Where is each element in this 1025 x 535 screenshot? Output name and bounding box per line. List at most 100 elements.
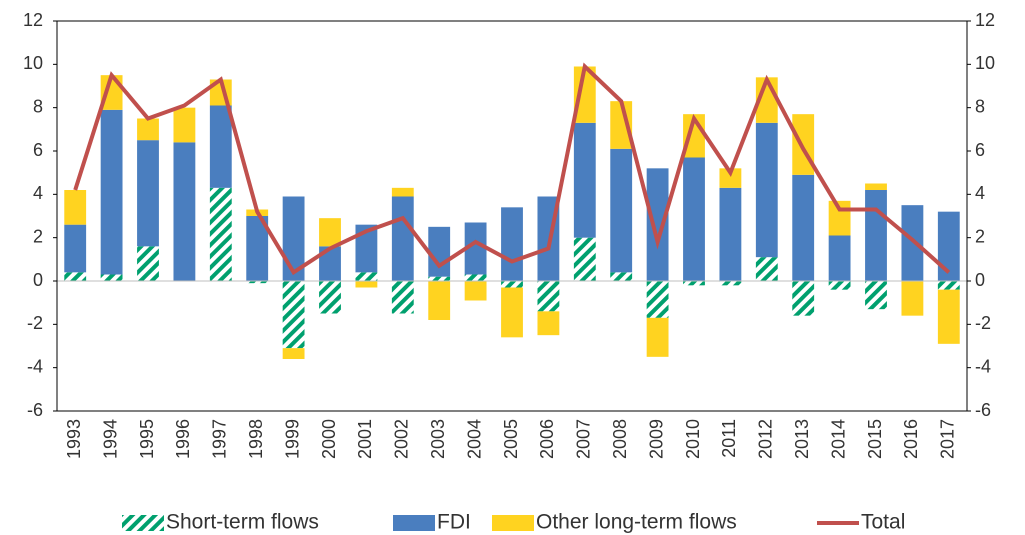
bar [719,187,742,281]
y-tick-label: -2 [27,313,43,333]
bar [246,281,269,284]
bar [355,281,378,288]
x-tick-label: 2004 [464,419,484,459]
x-tick-label: 1994 [100,419,120,459]
x-tick-label: 2006 [537,419,557,459]
bar [683,157,705,281]
x-tick-label: 1998 [246,419,266,459]
bar [319,218,341,247]
bar [464,222,487,275]
line [73,62,951,276]
bar [137,246,159,281]
bar [937,211,960,281]
plot-frame [56,20,968,412]
legend-label: Total [861,511,905,534]
x-tick-label: 2010 [683,419,703,459]
bar [865,281,887,310]
bar [428,281,451,320]
x-tick-label: 1996 [173,419,193,459]
bar [173,107,196,143]
x-tick-label: 1993 [64,419,84,459]
bar [573,122,596,238]
y-tick-label: -6 [27,400,43,420]
bar [792,281,815,316]
bar [573,66,596,123]
y2-tick-label: 8 [975,96,985,116]
bar [246,216,269,281]
y2-tick-label: 10 [975,53,995,73]
bar [64,272,87,281]
y-tick-label: 4 [33,183,43,203]
bar [828,281,851,290]
bar [937,281,960,290]
legend-label: Other long-term flows [536,511,737,534]
bar [428,226,451,277]
bar [573,237,596,281]
y-tick-label: -4 [27,356,43,376]
bar [610,148,633,273]
x-tick-label: 2015 [865,419,885,459]
bar [355,272,378,281]
bar [319,281,341,314]
y-tick-label: 0 [33,270,43,290]
y2-tick-label: 12 [975,10,995,30]
bar [719,168,742,188]
bar [610,101,633,149]
bar [865,183,887,190]
y-tick-label: 12 [23,10,43,30]
bar [137,118,159,141]
y-tick-label: 6 [33,140,43,160]
bar [64,224,87,273]
x-tick-label: 2011 [719,419,739,458]
bar [464,281,487,301]
y2-tick-label: -2 [975,313,991,333]
bar [209,187,232,281]
bar [100,274,123,281]
x-tick-label: 2017 [938,419,958,459]
bar [355,224,378,273]
bar [646,317,669,357]
bar [537,281,560,312]
x-tick-label: 1995 [137,419,157,459]
bar [755,257,778,281]
bar [828,235,851,281]
y2-tick-label: 4 [975,183,985,203]
bar [646,168,669,281]
bar [537,311,560,336]
bar [901,281,924,316]
bar [901,205,924,281]
bar [391,281,414,314]
x-tick-label: 2014 [828,419,848,459]
x-tick-label: 2009 [646,419,666,459]
bar [464,274,487,281]
x-tick-label: 2008 [610,419,630,459]
bar [792,114,815,175]
y2-tick-label: 2 [975,226,985,246]
x-tick-label: 2016 [901,419,921,459]
bar [391,187,414,197]
bar [646,281,669,318]
bar [319,246,341,281]
bar [173,142,196,281]
x-tick-label: 2005 [501,419,521,459]
y2-tick-label: 6 [975,140,985,160]
x-tick-label: 2002 [392,419,412,459]
legend-swatch [393,515,435,531]
bar [428,276,451,281]
y2-tick-label: 0 [975,270,985,290]
x-tick-label: 2007 [574,419,594,459]
bar [282,348,305,359]
bar [64,190,87,225]
bar [610,272,633,281]
bar [683,281,705,286]
x-tick-label: 2012 [756,419,776,459]
y-tick-label: 10 [23,53,43,73]
legend-label: Short-term flows [166,511,319,534]
x-tick-label: 1999 [282,419,302,459]
bar [865,190,887,281]
y2-tick-label: -6 [975,400,991,420]
bar [937,289,960,344]
bar [755,122,778,258]
x-tick-label: 2013 [792,419,812,459]
